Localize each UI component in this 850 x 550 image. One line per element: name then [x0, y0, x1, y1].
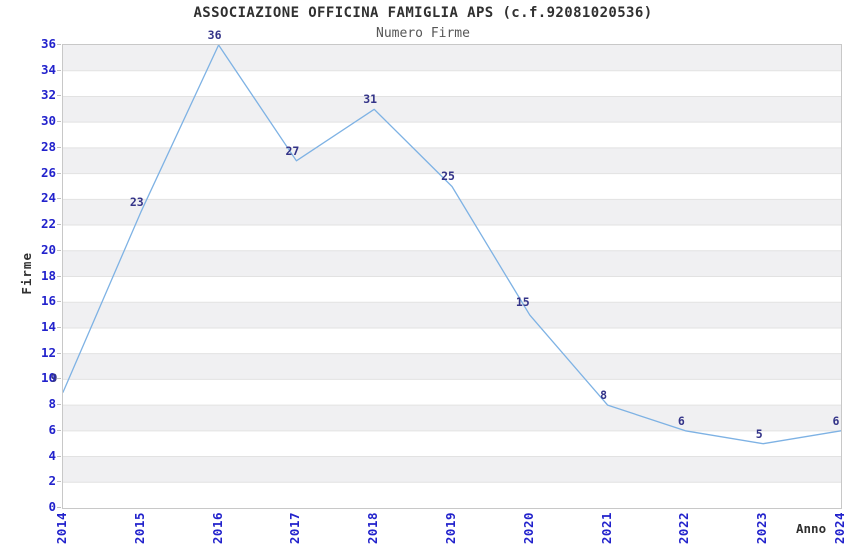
- x-tick-label: 2018: [365, 512, 381, 545]
- y-tick-label: 10: [40, 370, 56, 386]
- data-point-label: 5: [755, 426, 763, 441]
- chart-title: ASSOCIAZIONE OFFICINA FAMIGLIA APS (c.f.…: [193, 5, 653, 21]
- y-tick-label: 32: [40, 87, 56, 103]
- x-tick-label: 2019: [443, 512, 458, 545]
- y-tick-mark: [57, 249, 61, 251]
- y-tick-mark: [57, 429, 61, 431]
- chart-subtitle: Numero Firme: [376, 26, 470, 41]
- y-tick-label: 26: [40, 164, 56, 180]
- grid-band: [63, 96, 841, 123]
- data-point-label: 23: [129, 195, 144, 210]
- y-tick-mark: [57, 507, 61, 508]
- grid-band: [63, 456, 841, 483]
- data-point-label: 27: [285, 143, 300, 158]
- x-tick-label: 2016: [209, 512, 225, 545]
- data-point-label: 6: [677, 413, 685, 428]
- grid-band: [63, 353, 841, 380]
- y-tick-mark: [57, 378, 61, 380]
- y-tick-mark: [57, 326, 61, 328]
- data-point-label: 9: [50, 371, 58, 386]
- data-point-label: 15: [515, 295, 530, 310]
- grid-band: [63, 199, 841, 226]
- y-tick-mark: [57, 146, 61, 148]
- grid-band: [63, 302, 841, 328]
- x-tick-label: 2021: [598, 512, 614, 545]
- x-axis-title: Anno: [796, 521, 827, 536]
- y-tick-mark: [57, 275, 61, 277]
- data-point-label: 8: [600, 388, 608, 403]
- line-chart-svg: [63, 45, 841, 483]
- y-tick-mark: [57, 121, 61, 123]
- y-tick-label: 12: [40, 344, 56, 360]
- x-tick-label: 2024: [832, 512, 847, 545]
- data-point-label: 36: [207, 28, 222, 42]
- x-tick-label: 2020: [520, 512, 536, 545]
- data-line: [63, 45, 841, 445]
- data-point-label: 6: [832, 413, 840, 428]
- plot-area: [62, 44, 842, 509]
- y-tick-label: 2: [48, 473, 56, 489]
- y-tick-mark: [57, 301, 61, 303]
- y-tick-mark: [57, 404, 61, 406]
- y-tick-label: 24: [40, 190, 56, 206]
- data-point-label: 31: [363, 92, 378, 107]
- y-tick-label: 28: [40, 138, 56, 154]
- y-tick-label: 16: [40, 293, 56, 309]
- y-tick-mark: [57, 95, 61, 97]
- y-tick-mark: [57, 481, 61, 483]
- y-tick-label: 36: [40, 36, 56, 51]
- y-tick-label: 20: [40, 241, 56, 257]
- y-tick-mark: [57, 69, 61, 71]
- x-tick-label: 2022: [676, 512, 692, 545]
- grid-band: [63, 405, 841, 431]
- x-tick-label: 2014: [54, 512, 69, 545]
- y-tick-mark: [57, 198, 61, 200]
- x-tick-label: 2023: [754, 512, 770, 545]
- y-tick-label: 4: [48, 447, 56, 463]
- grid-band: [63, 45, 841, 71]
- grid-band: [63, 250, 841, 277]
- y-tick-mark: [57, 172, 61, 174]
- y-tick-label: 6: [48, 421, 56, 437]
- y-tick-label: 34: [40, 61, 56, 77]
- y-tick-label: 18: [40, 267, 56, 283]
- y-tick-label: 14: [40, 318, 56, 334]
- y-tick-mark: [57, 352, 61, 354]
- x-tick-label: 2017: [287, 512, 303, 545]
- y-tick-label: 8: [48, 396, 56, 412]
- y-tick-label: 30: [40, 113, 56, 129]
- y-tick-label: 0: [48, 499, 56, 514]
- x-tick-label: 2015: [131, 512, 147, 545]
- y-tick-mark: [57, 44, 61, 45]
- data-point-label: 25: [441, 169, 455, 184]
- y-tick-label: 22: [40, 216, 56, 232]
- y-tick-mark: [57, 455, 61, 457]
- grid-band: [63, 147, 841, 174]
- y-tick-mark: [57, 224, 61, 226]
